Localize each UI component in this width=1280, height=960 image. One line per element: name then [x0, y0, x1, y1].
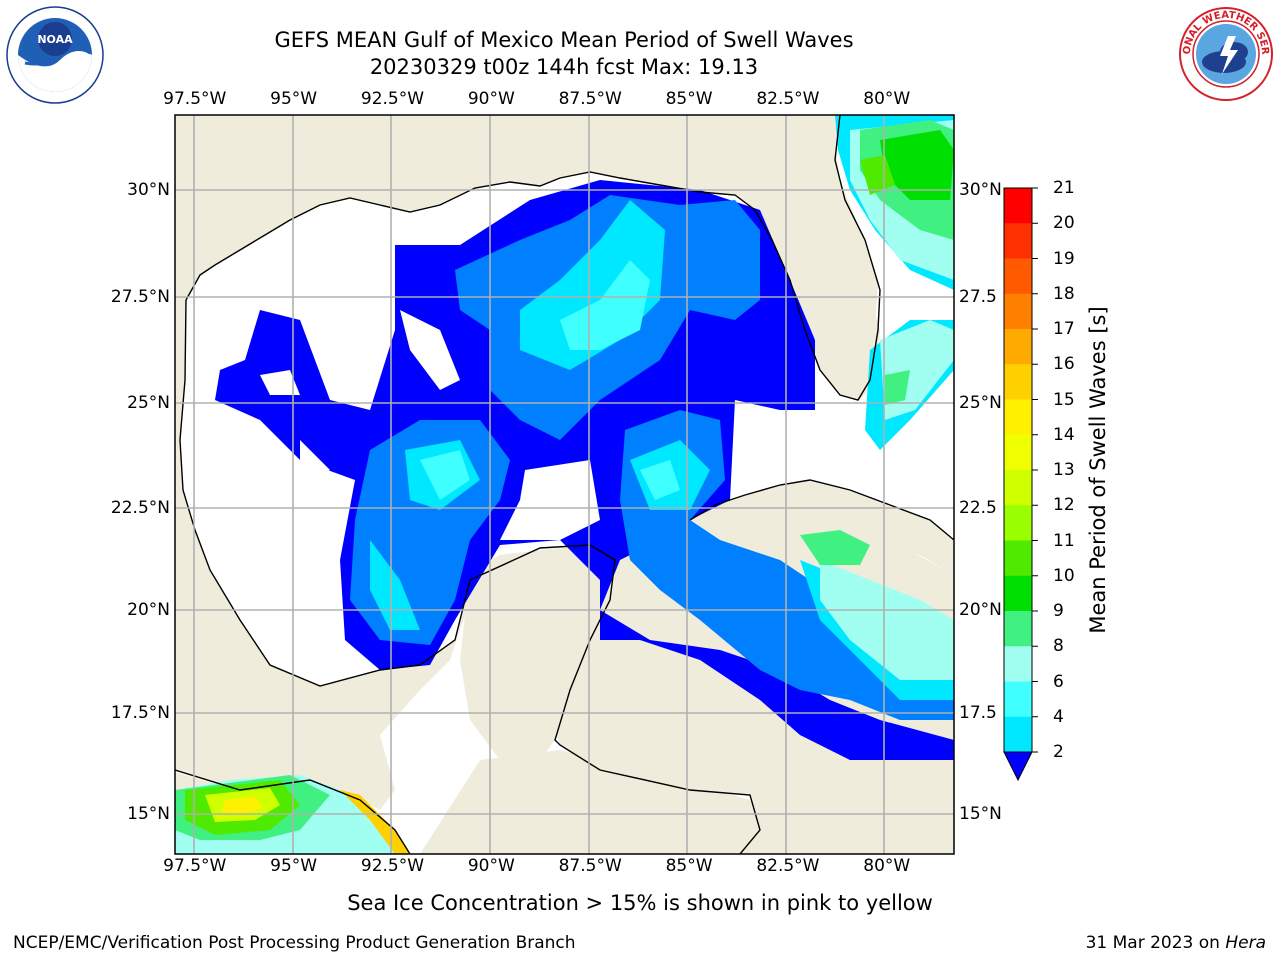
colorbar-segment: [1004, 505, 1032, 541]
colorbar-tick-label: 9: [1053, 601, 1064, 621]
lon-tick-label: 90°W: [467, 856, 515, 876]
colorbar-segment: [1004, 646, 1032, 682]
colorbar-tick-label: 2: [1053, 742, 1064, 762]
lat-tick-label: 30°N: [959, 180, 1002, 200]
colorbar-tick-label: 11: [1053, 530, 1075, 551]
noaa-logo: NOAA: [6, 6, 104, 104]
colorbar-segment: [1004, 223, 1032, 259]
colorbar-tick-label: 12: [1053, 495, 1075, 516]
colorbar-tick-label: 14: [1053, 424, 1075, 445]
lat-tick-label: 17.5: [959, 703, 997, 723]
lat-tick-label: 25°N: [127, 393, 170, 413]
lat-tick-label: 30°N: [127, 180, 170, 200]
lat-tick-label: 27.5: [959, 287, 997, 307]
lon-tick-label: 87.5°W: [558, 856, 622, 876]
colorbar-segment: [1004, 470, 1032, 506]
lat-tick-label: 27.5°N: [110, 287, 170, 307]
colorbar-tick-label: 18: [1053, 283, 1075, 304]
swell-contours: [175, 115, 954, 854]
lon-tick-label: 95°W: [270, 856, 318, 876]
colorbar-tick-label: 4: [1053, 706, 1064, 727]
colorbar-tick-label: 21: [1053, 178, 1075, 198]
lon-tick-label: 92.5°W: [360, 856, 425, 876]
lat-tick-label: 15°N: [959, 804, 1002, 824]
colorbar-segment: [1004, 611, 1032, 647]
footer-date: 31 Mar 2023 on Hera: [1086, 933, 1266, 953]
colorbar-segment: [1004, 681, 1032, 718]
lat-tick-label: 17.5°N: [110, 703, 170, 723]
lon-tick-label: 80°W: [863, 856, 911, 876]
colorbar-tick-label: 17: [1053, 319, 1075, 339]
colorbar-tick-label: 6: [1053, 671, 1064, 692]
colorbar-segment: [1004, 258, 1032, 295]
lat-tick-label: 22.5°N: [110, 498, 170, 518]
figure-subtitle-run: 20230329 t00z 144h fcst Max: 19.13: [369, 55, 759, 79]
lon-tick-label: 97.5°W: [163, 89, 227, 109]
colorbar-segment: [1004, 364, 1032, 400]
colorbar-tick-label: 10: [1053, 565, 1075, 586]
lon-tick-label: 95°W: [270, 89, 318, 109]
lon-tick-label: 82.5°W: [756, 89, 820, 109]
colorbar-tick-label: 20: [1053, 213, 1075, 234]
lon-tick-label: 82.5°W: [756, 856, 820, 876]
colorbar-segment: [1004, 540, 1032, 577]
colorbar-segment: [1004, 293, 1032, 330]
cuba-land: [690, 480, 954, 575]
map-frame: [174, 114, 955, 855]
colorbar-segment: [1004, 434, 1032, 471]
colorbar-segment: [1004, 329, 1032, 365]
nws-logo: NATIONAL WEATHER SERVICE: [1176, 4, 1273, 101]
lat-tick-label: 22.5: [959, 498, 997, 518]
footer-credit: NCEP/EMC/Verification Post Processing Pr…: [13, 933, 576, 953]
colorbar-segment: [1004, 188, 1032, 224]
figure-title: GEFS MEAN Gulf of Mexico Mean Period of …: [274, 28, 854, 52]
footer-host: Hera: [1225, 933, 1266, 953]
lon-tick-label: 85°W: [665, 856, 713, 876]
lon-tick-label: 97.5°W: [163, 856, 227, 876]
colorbar-tick-label: 8: [1053, 636, 1064, 657]
colorbar-tick-label: 19: [1053, 248, 1075, 269]
lon-tick-label: 85°W: [665, 89, 713, 109]
colorbar-tick-label: 16: [1053, 354, 1075, 375]
lat-tick-label: 25°N: [959, 393, 1002, 413]
colorbar-title: Mean Period of Swell Waves [s]: [1086, 306, 1110, 634]
lat-tick-label: 15°N: [127, 804, 170, 824]
colorbar-tick-label: 13: [1053, 460, 1075, 480]
colorbar: [1003, 187, 1038, 782]
coastlines: [175, 115, 954, 854]
colorbar-segment: [1004, 575, 1032, 612]
colorbar-tick-label: 15: [1053, 389, 1075, 410]
footer-date-text: 31 Mar 2023 on: [1085, 933, 1226, 953]
yucatan-land: [460, 545, 615, 760]
colorbar-segment: [1004, 716, 1032, 753]
noaa-logo-text: NOAA: [37, 33, 73, 46]
lat-tick-label: 20°N: [127, 600, 170, 620]
colorbar-segment: [1004, 399, 1032, 436]
lat-tick-label: 20°N: [959, 600, 1002, 620]
lon-tick-label: 80°W: [863, 89, 911, 109]
florida-land: [760, 150, 880, 400]
lon-tick-label: 87.5°W: [558, 89, 622, 109]
colorbar-extend-arrow: [1003, 751, 1033, 782]
sea-ice-note-text: Sea Ice Concentration > 15% is shown in …: [347, 891, 933, 915]
gridlines: [175, 115, 954, 854]
lon-tick-label: 92.5°W: [360, 89, 425, 109]
sea-ice-note: Sea Ice Concentration > 15% is shown in …: [0, 891, 1280, 915]
lon-tick-label: 90°W: [467, 89, 515, 109]
